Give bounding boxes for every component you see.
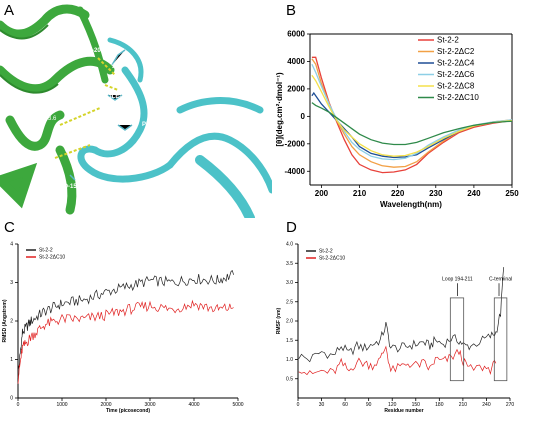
- y-tick-label: 3: [10, 280, 13, 286]
- y-tick-label: 1: [10, 357, 13, 363]
- y-tick-label: 2.5: [286, 299, 293, 305]
- distance-labels: 2.6 3.2 3.6 3.0: [44, 64, 121, 159]
- y-tick-label: 0: [10, 396, 13, 402]
- series-line: [311, 102, 513, 146]
- x-axis-title: Residue number: [384, 408, 423, 414]
- series-line: [17, 270, 234, 379]
- panel-label-d: D: [286, 219, 297, 236]
- panel-a-structure: A HIS-207 ASP-258 ILE-255 PRO-254 SER-25…: [0, 0, 276, 223]
- x-tick-label: 240: [482, 402, 491, 408]
- x-tick-label: 210: [353, 189, 367, 198]
- series-line: [298, 267, 505, 363]
- residue-label: PRO-151: [55, 184, 81, 190]
- x-tick-label: 4000: [188, 402, 199, 408]
- legend-label: St-2-2ΔC10: [319, 256, 345, 262]
- x-axis-title: Wavelength(nm): [380, 200, 442, 209]
- y-tick-label: 2.0: [286, 319, 293, 325]
- protein-structure-image: A HIS-207 ASP-258 ILE-255 PRO-254 SER-25…: [0, 0, 276, 223]
- distance-label: 2.6: [112, 64, 121, 70]
- legend-label: St-2-2ΔC6: [437, 70, 475, 79]
- y-tick-label: -4000: [285, 167, 306, 176]
- series-line: [311, 74, 513, 157]
- panel-b-cd-spectra: B 200 210 220 230 240 250 6000 4000 2000 0 -2000 -4…: [272, 0, 550, 218]
- y-axis-title: [θ](deg.cm²·dmol⁻¹): [275, 72, 284, 147]
- annotation-cterminal: C-terminal: [489, 277, 512, 283]
- x-tick-label: 5000: [232, 402, 243, 408]
- panel-c-rmsd: C 0 1000 2000 3000 4000 5000 0 1 2 3 4 Time (picose…: [0, 218, 272, 425]
- residue-label: SER-253: [82, 138, 107, 144]
- series-line: [17, 299, 234, 384]
- x-tick-label: 0: [17, 402, 20, 408]
- hydrogen-bonds: [54, 57, 119, 159]
- x-tick-label: 230: [429, 189, 443, 198]
- legend-label: St-2-2: [39, 248, 53, 254]
- x-tick-label: 210: [459, 402, 468, 408]
- residue-sticks: [69, 49, 133, 181]
- y-tick-label: 4.0: [286, 242, 293, 248]
- x-tick-label: 200: [315, 189, 329, 198]
- x-tick-label: 150: [412, 402, 421, 408]
- y-tick-label: 4: [10, 242, 13, 248]
- y-axis-title: RMSD (Angstrom): [2, 299, 8, 342]
- distance-label: 3.0: [44, 153, 53, 159]
- legend-label: St-2-2: [437, 36, 459, 45]
- x-tick-label: 3000: [144, 402, 155, 408]
- x-tick-label: 2000: [100, 402, 111, 408]
- annotation-loop: Loop 194-211: [442, 277, 473, 283]
- y-tick-label: 3.0: [286, 280, 293, 286]
- residue-label: PRO-254: [142, 122, 168, 128]
- x-tick-label: 220: [391, 189, 405, 198]
- y-tick-label: 3.5: [286, 261, 293, 267]
- y-tick-label: 0: [301, 112, 306, 121]
- x-tick-label: 0: [297, 402, 300, 408]
- panel-label-b: B: [286, 2, 296, 19]
- x-tick-label: 240: [467, 189, 481, 198]
- x-tick-label: 1000: [56, 402, 67, 408]
- y-tick-label: 0.5: [286, 376, 293, 382]
- y-tick-label: -2000: [285, 139, 306, 148]
- annotation-box: [449, 297, 465, 382]
- cd-spectra-chart: B 200 210 220 230 240 250 6000 4000 2000 0 -2000 -4…: [275, 2, 519, 209]
- legend-label: St-2-2ΔC10: [437, 93, 479, 102]
- y-tick-label: 2000: [287, 85, 305, 94]
- legend-label: St-2-2ΔC2: [437, 47, 475, 56]
- x-tick-label: 180: [435, 402, 444, 408]
- x-tick-label: 30: [319, 402, 325, 408]
- x-tick-label: 250: [505, 189, 519, 198]
- y-tick-label: 2: [10, 319, 13, 325]
- x-tick-label: 60: [342, 402, 348, 408]
- y-tick-label: 1.0: [286, 357, 293, 363]
- chain-a-edges: [0, 24, 59, 94]
- legend-label: St-2-2ΔC10: [39, 255, 65, 261]
- chain-b-ribbon: [77, 37, 276, 223]
- y-tick-label: 6000: [287, 30, 305, 39]
- x-axis-title: Time (picosecond): [106, 408, 150, 414]
- residue-label: HIS-207: [82, 48, 105, 54]
- legend-label: St-2-2: [319, 249, 333, 255]
- legend-label: St-2-2ΔC4: [437, 59, 475, 68]
- residue-labels: HIS-207 ASP-258 ILE-255 PRO-254 SER-253 …: [55, 46, 168, 190]
- legend-label: St-2-2ΔC8: [437, 82, 475, 91]
- series-line: [311, 58, 513, 168]
- residue-label: ILE-255: [110, 94, 132, 100]
- x-tick-label: 90: [366, 402, 372, 408]
- x-tick-label: 270: [506, 402, 515, 408]
- x-tick-label: 120: [388, 402, 397, 408]
- y-tick-label: 1.5: [286, 338, 293, 344]
- residue-label: ASP-258: [135, 46, 160, 52]
- annotation-box: [493, 297, 508, 382]
- panel-label-a: A: [4, 2, 14, 19]
- rmsd-chart: C 0 1000 2000 3000 4000 5000 0 1 2 3 4 Time (picose…: [2, 219, 244, 414]
- y-axis-title: RMSF (nm): [276, 307, 282, 334]
- panel-label-c: C: [4, 219, 15, 236]
- distance-label: 3.6: [48, 116, 57, 122]
- rmsf-chart: D 0 30 60 90 120 150 180 210 240 270 0.5 1.0 1.5 2.0 2…: [276, 219, 515, 414]
- y-tick-label: 4000: [287, 57, 305, 66]
- series-line: [311, 63, 513, 161]
- distance-label: 3.2: [112, 76, 121, 82]
- panel-d-rmsf: D 0 30 60 90 120 150 180 210 240 270 0.5 1.0 1.5 2.0 2…: [272, 218, 550, 425]
